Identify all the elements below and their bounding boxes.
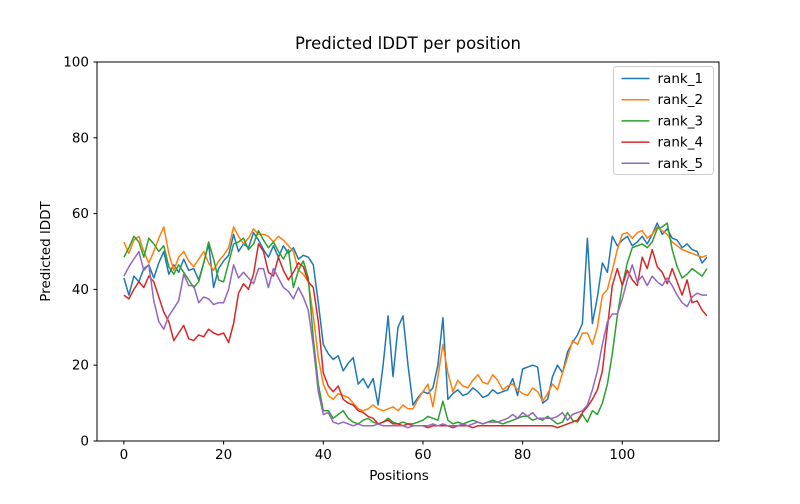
axes: 0 20 40 60 80 100 0 20 40 60 80 100 (63, 55, 720, 463)
legend: rank_1 rank_2 rank_3 rank_4 rank_5 (613, 66, 714, 175)
series-line-rank_5 (123, 250, 707, 429)
legend-label-rank_2: rank_2 (658, 92, 704, 108)
y-tick-label: 20 (72, 358, 89, 374)
y-tick-label: 0 (80, 434, 89, 450)
y-axis-label: Predicted lDDT (38, 201, 54, 302)
x-tick-label: 80 (514, 447, 531, 463)
legend-label-rank_5: rank_5 (658, 156, 704, 172)
legend-box (613, 66, 714, 175)
y-tick-label: 100 (63, 55, 89, 71)
x-tick-label: 60 (414, 447, 431, 463)
chart-title: Predicted lDDT per position (295, 34, 521, 53)
y-tick-label: 60 (72, 206, 89, 222)
series-line-rank_1 (123, 222, 708, 406)
x-tick-label: 40 (315, 447, 332, 463)
x-tick-label: 20 (215, 447, 232, 463)
legend-label-rank_4: rank_4 (658, 135, 704, 151)
series-lines (123, 222, 708, 429)
x-tick-label: 100 (609, 447, 635, 463)
x-tick-label: 0 (120, 447, 129, 463)
legend-label-rank_1: rank_1 (658, 71, 704, 87)
series-line-rank_3 (123, 222, 708, 425)
y-tick-label: 40 (72, 282, 89, 298)
x-axis-label: Positions (369, 468, 429, 484)
series-line-rank_2 (123, 226, 708, 412)
axes-spines (96, 61, 720, 442)
y-tick-label: 80 (72, 130, 89, 146)
legend-label-rank_3: rank_3 (658, 113, 704, 129)
